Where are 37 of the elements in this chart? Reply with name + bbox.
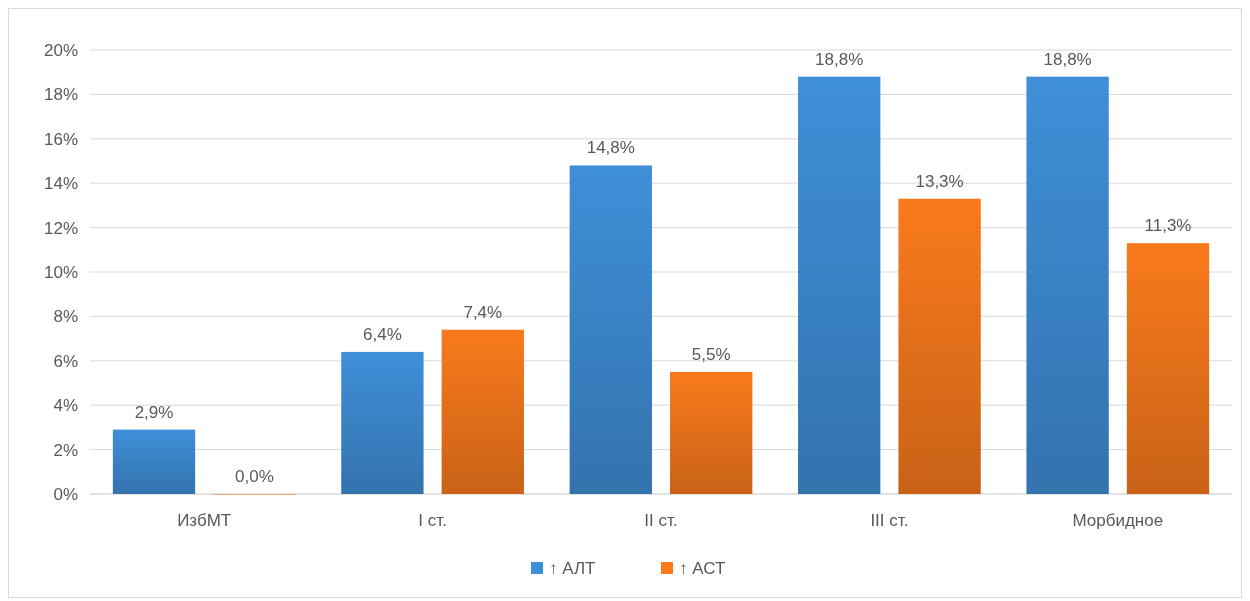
data-label: 11,3% [1144, 216, 1192, 236]
y-tick-label: 0% [53, 484, 78, 504]
y-tick-label: 2% [53, 440, 78, 460]
data-label: 0,0% [235, 467, 274, 486]
bar [798, 76, 881, 494]
y-tick-label: 4% [53, 396, 78, 416]
data-label: 7,4% [463, 302, 503, 322]
y-tick-label: 18% [43, 85, 78, 105]
legend-label: ↑ АСТ [679, 558, 726, 578]
y-tick-label: 10% [43, 262, 78, 282]
bar [898, 198, 981, 494]
bar [112, 429, 196, 494]
x-tick-label: II ст. [644, 511, 678, 530]
y-tick-label: 16% [43, 129, 78, 149]
y-tick-label: 8% [53, 307, 78, 327]
bar [670, 371, 753, 494]
data-label: 5,5% [691, 344, 731, 364]
x-tick-label: Морбидное [1072, 511, 1164, 530]
y-tick-label: 12% [43, 218, 78, 238]
x-tick-label: III ст. [870, 511, 909, 530]
data-label: 18,8% [1043, 49, 1092, 69]
data-label: 6,4% [363, 324, 402, 344]
x-tick-label: I ст. [418, 511, 447, 530]
x-tick-label: ИзбМТ [177, 511, 232, 530]
data-label: 13,3% [915, 171, 964, 191]
bar [441, 329, 524, 494]
data-label: 2,9% [134, 402, 174, 422]
legend-label: ↑ АЛТ [549, 558, 596, 578]
y-tick-label: 6% [53, 351, 78, 371]
bar [569, 165, 652, 494]
y-tick-label: 20% [43, 40, 78, 60]
bar [1026, 76, 1109, 494]
bar [341, 351, 424, 494]
data-label: 14,8% [586, 138, 635, 158]
bar [1126, 243, 1210, 494]
y-tick-label: 14% [43, 174, 78, 194]
data-label: 18,8% [815, 49, 864, 69]
